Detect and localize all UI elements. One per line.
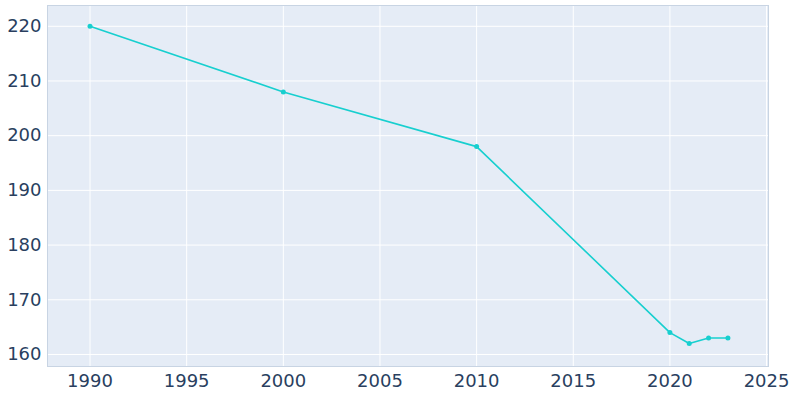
svg-text:1990: 1990	[67, 370, 113, 391]
svg-text:180: 180	[7, 234, 41, 255]
svg-text:2020: 2020	[647, 370, 693, 391]
svg-text:160: 160	[7, 343, 41, 364]
svg-text:190: 190	[7, 179, 41, 200]
svg-text:2000: 2000	[260, 370, 306, 391]
svg-text:170: 170	[7, 289, 41, 310]
svg-text:1995: 1995	[164, 370, 210, 391]
svg-text:200: 200	[7, 124, 41, 145]
svg-text:210: 210	[7, 70, 41, 91]
svg-text:220: 220	[7, 15, 41, 36]
svg-text:2025: 2025	[744, 370, 790, 391]
svg-text:2015: 2015	[550, 370, 596, 391]
svg-text:2010: 2010	[454, 370, 500, 391]
svg-text:2005: 2005	[357, 370, 403, 391]
